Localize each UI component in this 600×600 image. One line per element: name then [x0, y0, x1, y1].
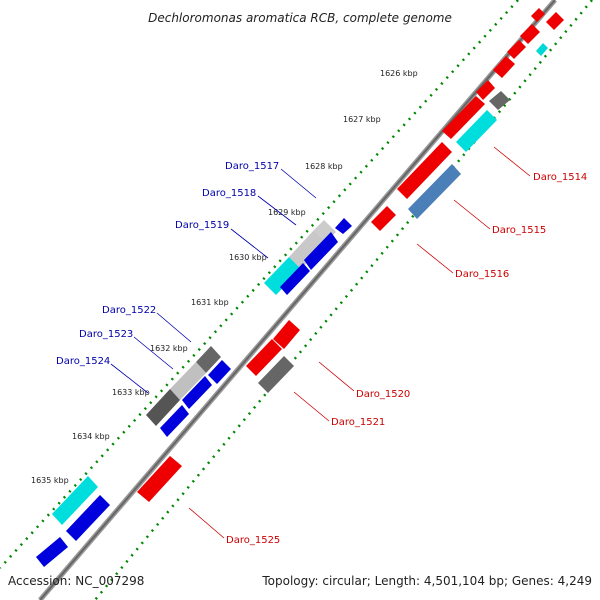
leader-line [453, 199, 491, 230]
kbp-tick-label: 1628 kbp [305, 162, 343, 171]
gene-arrow[interactable] [182, 376, 212, 409]
leader-line [156, 312, 192, 343]
leader-line [280, 168, 317, 199]
leader-line [293, 391, 330, 422]
gene-label[interactable]: Daro_1522 [102, 305, 156, 316]
gene-arrow[interactable] [335, 218, 352, 234]
gene-arrow[interactable] [280, 263, 310, 295]
kbp-tick-label: 1629 kbp [268, 208, 306, 217]
forward-gene-labels: Daro_1517 Daro_1518 Daro_1519 Daro_1522 … [56, 161, 279, 367]
gene-arrow[interactable] [442, 96, 485, 139]
gene-arrow[interactable] [196, 346, 221, 373]
gene-arrow[interactable] [408, 164, 461, 219]
gene-label[interactable]: Daro_1516 [455, 269, 509, 280]
gene-arrow[interactable] [456, 110, 497, 152]
gene-label[interactable]: Daro_1523 [79, 329, 133, 340]
genome-summary-text: Topology: circular; Length: 4,501,104 bp… [262, 574, 592, 588]
kbp-tick-label: 1635 kbp [31, 476, 69, 485]
gene-arrow[interactable] [273, 320, 300, 349]
gene-arrow[interactable] [289, 230, 326, 269]
label-leaders [110, 146, 531, 539]
reverse-gene-labels: Daro_1514 Daro_1515 Daro_1516 Daro_1520 … [226, 172, 587, 546]
accession-text: Accession: NC_007298 [8, 574, 145, 588]
gene-arrow[interactable] [531, 8, 545, 22]
gene-arrow[interactable] [146, 389, 180, 426]
outer-tick-ring [0, 0, 519, 569]
gene-arrow[interactable] [371, 206, 396, 231]
gene-arrow[interactable] [536, 43, 548, 56]
leader-line [110, 363, 149, 394]
kbp-scale: 1626 kbp 1627 kbp 1628 kbp 1629 kbp 1630… [31, 69, 418, 485]
gene-arrow[interactable] [170, 362, 206, 400]
gene-arrow[interactable] [66, 495, 110, 541]
map-title: Dechloromonas aromatica RCB, complete ge… [148, 11, 452, 25]
gene-label[interactable]: Daro_1521 [331, 417, 385, 428]
leader-line [230, 228, 269, 259]
gene-arrow[interactable] [264, 257, 301, 295]
gene-label[interactable]: Daro_1515 [492, 225, 546, 236]
gene-arrow[interactable] [304, 232, 338, 270]
kbp-tick-label: 1631 kbp [191, 298, 229, 307]
gene-label[interactable]: Daro_1524 [56, 356, 110, 367]
kbp-tick-label: 1630 kbp [229, 253, 267, 262]
gene-arrow[interactable] [476, 80, 495, 100]
gene-arrow[interactable] [258, 356, 294, 393]
genome-backbone-core [39, 0, 556, 600]
gene-arrow[interactable] [397, 142, 452, 199]
gene-arrow[interactable] [520, 24, 540, 44]
kbp-tick-label: 1627 kbp [343, 115, 381, 124]
kbp-tick-label: 1634 kbp [72, 432, 110, 441]
gene-arrow[interactable] [36, 537, 68, 567]
gene-arrow[interactable] [52, 476, 98, 525]
gene-arrow[interactable] [137, 456, 182, 502]
gene-label[interactable]: Daro_1525 [226, 535, 280, 546]
gene-label[interactable]: Daro_1514 [533, 172, 587, 183]
gene-arrow[interactable] [546, 12, 564, 30]
gene-label[interactable]: Daro_1518 [202, 188, 256, 199]
inner-tick-ring [94, 0, 593, 600]
gene-arrow[interactable] [507, 40, 526, 59]
gene-arrow[interactable] [160, 405, 189, 437]
kbp-tick-label: 1626 kbp [380, 69, 418, 78]
gene-arrow[interactable] [489, 91, 510, 110]
gene-label[interactable]: Daro_1517 [225, 161, 279, 172]
kbp-tick-label: 1632 kbp [150, 344, 188, 353]
gene-arrow[interactable] [246, 339, 282, 376]
gene-arrow[interactable] [208, 360, 231, 384]
leader-line [188, 507, 225, 539]
leader-line [318, 361, 355, 392]
reverse-strand-genes [137, 8, 564, 502]
gene-label[interactable]: Daro_1520 [356, 389, 410, 400]
leader-line [416, 243, 454, 274]
forward-strand-genes [36, 43, 548, 567]
kbp-tick-label: 1633 kbp [112, 388, 150, 397]
leader-line [493, 146, 531, 177]
leader-line [133, 336, 174, 370]
gene-label[interactable]: Daro_1519 [175, 220, 229, 231]
gene-arrow[interactable] [493, 56, 515, 78]
leader-line [257, 195, 297, 226]
